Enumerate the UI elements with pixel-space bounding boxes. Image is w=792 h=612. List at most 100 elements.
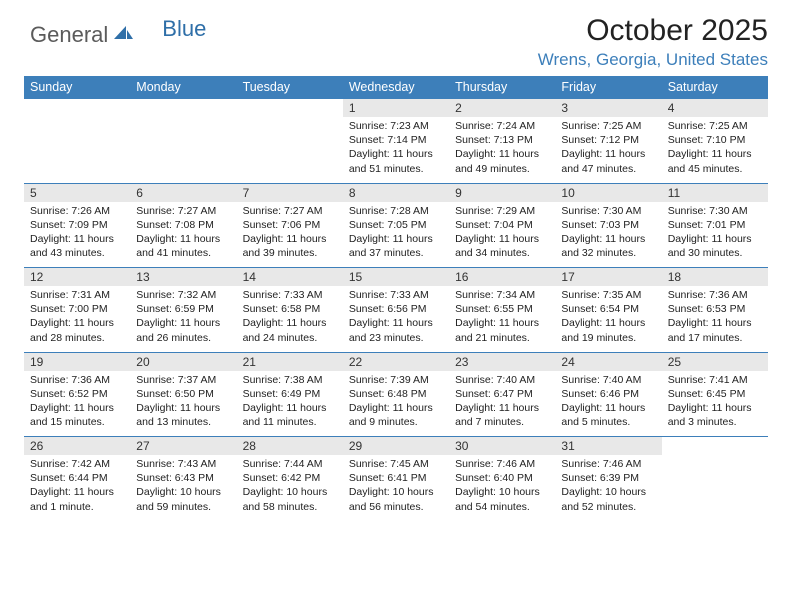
day-detail-cell: Sunrise: 7:37 AMSunset: 6:50 PMDaylight:… bbox=[130, 371, 236, 437]
sunrise-line: Sunrise: 7:30 AM bbox=[668, 204, 764, 218]
day-number-cell: 17 bbox=[555, 268, 661, 286]
calendar-body: 1234Sunrise: 7:23 AMSunset: 7:14 PMDayli… bbox=[24, 99, 768, 522]
sunset-line: Sunset: 7:05 PM bbox=[349, 218, 445, 232]
sunrise-line: Sunrise: 7:41 AM bbox=[668, 373, 764, 387]
day-detail-cell: Sunrise: 7:42 AMSunset: 6:44 PMDaylight:… bbox=[24, 455, 130, 521]
day-header: Sunday bbox=[24, 76, 130, 99]
day-number-cell: 28 bbox=[237, 437, 343, 455]
sunrise-line: Sunrise: 7:33 AM bbox=[243, 288, 339, 302]
day-detail-cell: Sunrise: 7:34 AMSunset: 6:55 PMDaylight:… bbox=[449, 286, 555, 352]
sunrise-line: Sunrise: 7:39 AM bbox=[349, 373, 445, 387]
sunset-line: Sunset: 7:08 PM bbox=[136, 218, 232, 232]
day-number-row: 1234 bbox=[24, 99, 768, 117]
day-number-cell: 7 bbox=[237, 184, 343, 202]
day-detail-cell: Sunrise: 7:29 AMSunset: 7:04 PMDaylight:… bbox=[449, 202, 555, 268]
day-number-cell: 5 bbox=[24, 184, 130, 202]
sunrise-line: Sunrise: 7:35 AM bbox=[561, 288, 657, 302]
day-header-row: Sunday Monday Tuesday Wednesday Thursday… bbox=[24, 76, 768, 99]
sunrise-line: Sunrise: 7:34 AM bbox=[455, 288, 551, 302]
sunrise-line: Sunrise: 7:24 AM bbox=[455, 119, 551, 133]
sunset-line: Sunset: 7:01 PM bbox=[668, 218, 764, 232]
sunrise-line: Sunrise: 7:37 AM bbox=[136, 373, 232, 387]
day-number-cell: 29 bbox=[343, 437, 449, 455]
sunrise-line: Sunrise: 7:36 AM bbox=[30, 373, 126, 387]
sunset-line: Sunset: 6:44 PM bbox=[30, 471, 126, 485]
month-title: October 2025 bbox=[538, 14, 768, 48]
day-number-cell: 2 bbox=[449, 99, 555, 117]
calendar-table: Sunday Monday Tuesday Wednesday Thursday… bbox=[24, 76, 768, 521]
day-detail-cell: Sunrise: 7:44 AMSunset: 6:42 PMDaylight:… bbox=[237, 455, 343, 521]
sunrise-line: Sunrise: 7:25 AM bbox=[668, 119, 764, 133]
day-number-cell: 30 bbox=[449, 437, 555, 455]
sunset-line: Sunset: 7:12 PM bbox=[561, 133, 657, 147]
day-number-cell: 6 bbox=[130, 184, 236, 202]
day-number-row: 12131415161718 bbox=[24, 268, 768, 286]
daylight-line: Daylight: 11 hours and 32 minutes. bbox=[561, 232, 657, 260]
daylight-line: Daylight: 11 hours and 39 minutes. bbox=[243, 232, 339, 260]
day-detail-cell: Sunrise: 7:25 AMSunset: 7:10 PMDaylight:… bbox=[662, 117, 768, 183]
sunrise-line: Sunrise: 7:36 AM bbox=[668, 288, 764, 302]
daylight-line: Daylight: 11 hours and 17 minutes. bbox=[668, 316, 764, 344]
daylight-line: Daylight: 11 hours and 21 minutes. bbox=[455, 316, 551, 344]
sunset-line: Sunset: 7:04 PM bbox=[455, 218, 551, 232]
day-number-row: 567891011 bbox=[24, 184, 768, 202]
day-detail-cell: Sunrise: 7:46 AMSunset: 6:40 PMDaylight:… bbox=[449, 455, 555, 521]
day-detail-cell: Sunrise: 7:30 AMSunset: 7:01 PMDaylight:… bbox=[662, 202, 768, 268]
sunset-line: Sunset: 6:49 PM bbox=[243, 387, 339, 401]
day-detail-cell: Sunrise: 7:46 AMSunset: 6:39 PMDaylight:… bbox=[555, 455, 661, 521]
day-detail-row: Sunrise: 7:42 AMSunset: 6:44 PMDaylight:… bbox=[24, 455, 768, 521]
day-detail-cell: Sunrise: 7:23 AMSunset: 7:14 PMDaylight:… bbox=[343, 117, 449, 183]
day-header: Friday bbox=[555, 76, 661, 99]
sunset-line: Sunset: 7:13 PM bbox=[455, 133, 551, 147]
day-detail-cell: Sunrise: 7:27 AMSunset: 7:06 PMDaylight:… bbox=[237, 202, 343, 268]
daylight-line: Daylight: 11 hours and 30 minutes. bbox=[668, 232, 764, 260]
sunrise-line: Sunrise: 7:42 AM bbox=[30, 457, 126, 471]
daylight-line: Daylight: 11 hours and 34 minutes. bbox=[455, 232, 551, 260]
daylight-line: Daylight: 11 hours and 3 minutes. bbox=[668, 401, 764, 429]
day-detail-cell: Sunrise: 7:24 AMSunset: 7:13 PMDaylight:… bbox=[449, 117, 555, 183]
daylight-line: Daylight: 11 hours and 23 minutes. bbox=[349, 316, 445, 344]
day-detail-cell bbox=[24, 117, 130, 183]
day-detail-cell: Sunrise: 7:28 AMSunset: 7:05 PMDaylight:… bbox=[343, 202, 449, 268]
sunset-line: Sunset: 6:52 PM bbox=[30, 387, 126, 401]
sunrise-line: Sunrise: 7:33 AM bbox=[349, 288, 445, 302]
daylight-line: Daylight: 11 hours and 19 minutes. bbox=[561, 316, 657, 344]
day-number-cell: 25 bbox=[662, 353, 768, 371]
sunrise-line: Sunrise: 7:30 AM bbox=[561, 204, 657, 218]
daylight-line: Daylight: 11 hours and 41 minutes. bbox=[136, 232, 232, 260]
daylight-line: Daylight: 10 hours and 52 minutes. bbox=[561, 485, 657, 513]
sunrise-line: Sunrise: 7:46 AM bbox=[561, 457, 657, 471]
day-number-cell: 14 bbox=[237, 268, 343, 286]
day-number-cell: 1 bbox=[343, 99, 449, 117]
day-detail-cell: Sunrise: 7:43 AMSunset: 6:43 PMDaylight:… bbox=[130, 455, 236, 521]
sunrise-line: Sunrise: 7:45 AM bbox=[349, 457, 445, 471]
sunset-line: Sunset: 6:47 PM bbox=[455, 387, 551, 401]
sunset-line: Sunset: 6:53 PM bbox=[668, 302, 764, 316]
daylight-line: Daylight: 11 hours and 51 minutes. bbox=[349, 147, 445, 175]
day-number-cell: 21 bbox=[237, 353, 343, 371]
sunset-line: Sunset: 7:10 PM bbox=[668, 133, 764, 147]
day-number-cell bbox=[237, 99, 343, 117]
day-number-cell bbox=[662, 437, 768, 455]
daylight-line: Daylight: 11 hours and 1 minute. bbox=[30, 485, 126, 513]
daylight-line: Daylight: 11 hours and 7 minutes. bbox=[455, 401, 551, 429]
sunrise-line: Sunrise: 7:23 AM bbox=[349, 119, 445, 133]
day-detail-row: Sunrise: 7:23 AMSunset: 7:14 PMDaylight:… bbox=[24, 117, 768, 183]
day-number-cell: 13 bbox=[130, 268, 236, 286]
daylight-line: Daylight: 11 hours and 11 minutes. bbox=[243, 401, 339, 429]
day-number-cell: 23 bbox=[449, 353, 555, 371]
day-number-cell: 8 bbox=[343, 184, 449, 202]
sunrise-line: Sunrise: 7:29 AM bbox=[455, 204, 551, 218]
sunset-line: Sunset: 6:46 PM bbox=[561, 387, 657, 401]
day-number-cell: 24 bbox=[555, 353, 661, 371]
day-number-cell: 22 bbox=[343, 353, 449, 371]
day-number-cell: 12 bbox=[24, 268, 130, 286]
sunset-line: Sunset: 6:55 PM bbox=[455, 302, 551, 316]
day-detail-cell: Sunrise: 7:31 AMSunset: 7:00 PMDaylight:… bbox=[24, 286, 130, 352]
day-number-row: 262728293031 bbox=[24, 437, 768, 455]
location-text: Wrens, Georgia, United States bbox=[538, 50, 768, 70]
sunset-line: Sunset: 7:14 PM bbox=[349, 133, 445, 147]
day-header: Saturday bbox=[662, 76, 768, 99]
day-detail-row: Sunrise: 7:26 AMSunset: 7:09 PMDaylight:… bbox=[24, 202, 768, 268]
day-number-cell: 31 bbox=[555, 437, 661, 455]
